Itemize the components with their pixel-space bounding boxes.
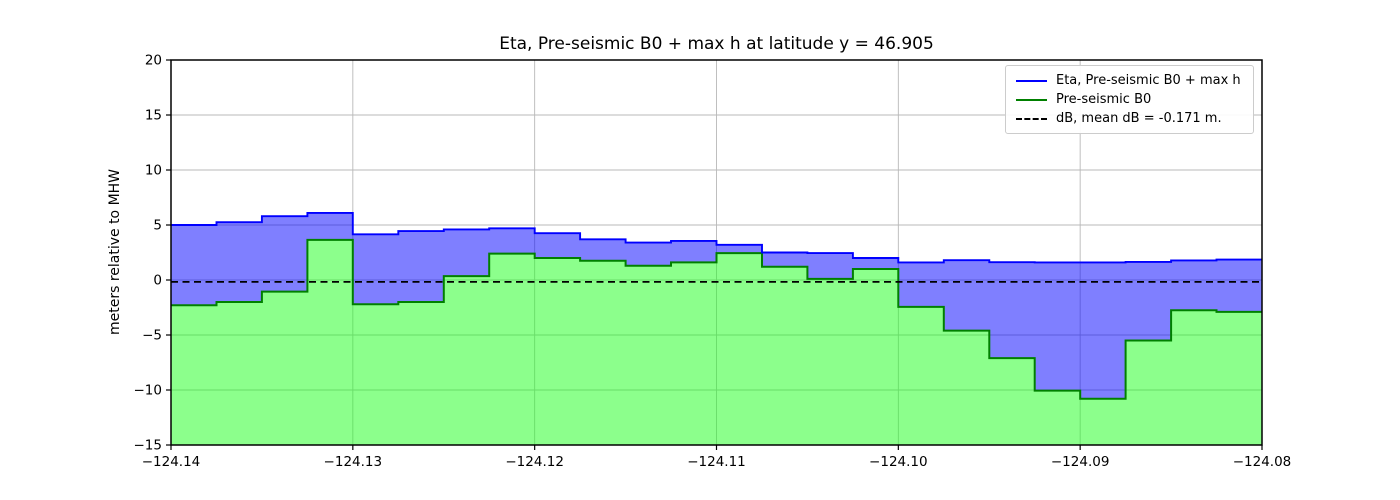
y-tick-label: 15 <box>145 108 162 124</box>
y-axis-ticks: −15 −10 −5 0 5 10 15 20 <box>134 53 171 454</box>
legend-line-db-icon <box>1016 117 1047 120</box>
y-tick-label: −5 <box>142 328 162 344</box>
y-tick-label: −15 <box>134 438 163 454</box>
y-tick-label: 5 <box>153 218 162 234</box>
x-tick-label: −124.14 <box>142 454 201 470</box>
x-tick-label: −124.09 <box>1051 454 1110 470</box>
x-tick-label: −124.12 <box>505 454 564 470</box>
y-tick-label: 20 <box>145 53 162 69</box>
y-tick-label: 10 <box>145 163 162 179</box>
b0-line <box>171 238 1262 400</box>
legend-item-eta: Eta, Pre-seismic B0 + max h <box>1016 71 1243 90</box>
x-tick-label: −124.08 <box>1233 454 1292 470</box>
y-axis-label: meters relative to MHW <box>107 168 123 336</box>
x-tick-label: −124.13 <box>324 454 383 470</box>
legend-line-eta-icon <box>1016 79 1047 82</box>
eta-line <box>171 211 1262 264</box>
x-axis-ticks: −124.14 −124.13 −124.12 −124.11 −124.10 −124.… <box>142 445 1292 470</box>
y-tick-label: 0 <box>153 273 162 289</box>
eta-area <box>171 212 1262 399</box>
legend-label-eta: Eta, Pre-seismic B0 + max h <box>1056 73 1241 88</box>
y-tick-label: −10 <box>134 383 163 399</box>
legend-item-db: dB, mean dB = -0.171 m. <box>1016 109 1243 128</box>
legend: Eta, Pre-seismic B0 + max h Pre-seismic … <box>1005 65 1254 134</box>
legend-label-b0: Pre-seismic B0 <box>1056 92 1152 107</box>
legend-label-db: dB, mean dB = -0.171 m. <box>1056 111 1222 126</box>
chart-title: Eta, Pre-seismic B0 + max h at latitude … <box>499 34 934 54</box>
b0-area <box>171 239 1262 445</box>
legend-line-b0-icon <box>1016 98 1047 101</box>
legend-item-b0: Pre-seismic B0 <box>1016 90 1243 109</box>
x-tick-label: −124.11 <box>687 454 746 470</box>
x-tick-label: −124.10 <box>869 454 928 470</box>
